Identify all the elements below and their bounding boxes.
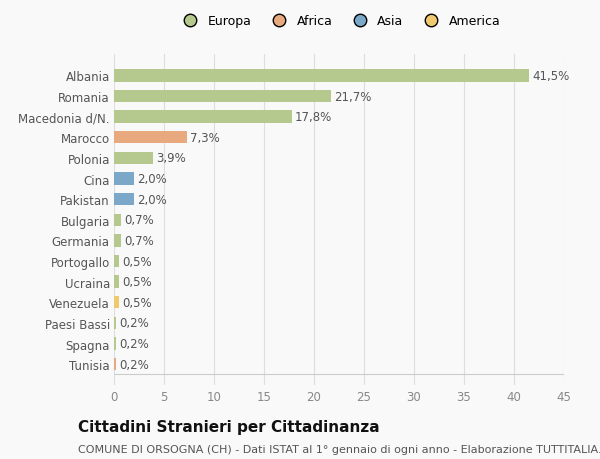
Text: 0,7%: 0,7%: [124, 235, 154, 247]
Bar: [114, 91, 331, 103]
Text: 21,7%: 21,7%: [334, 90, 371, 103]
Text: 0,5%: 0,5%: [122, 275, 152, 289]
Text: 2,0%: 2,0%: [137, 173, 167, 185]
Bar: [114, 235, 121, 247]
Text: 2,0%: 2,0%: [137, 193, 167, 206]
Bar: [114, 276, 119, 288]
Bar: [114, 255, 119, 268]
Text: 17,8%: 17,8%: [295, 111, 332, 124]
Bar: [114, 111, 292, 123]
Bar: [114, 214, 121, 226]
Text: 0,2%: 0,2%: [119, 317, 149, 330]
Text: 0,7%: 0,7%: [124, 214, 154, 227]
Bar: [114, 132, 187, 144]
Bar: [114, 338, 116, 350]
Bar: [114, 358, 116, 370]
Legend: Europa, Africa, Asia, America: Europa, Africa, Asia, America: [178, 15, 500, 28]
Text: 0,2%: 0,2%: [119, 358, 149, 371]
Bar: [114, 173, 134, 185]
Text: COMUNE DI ORSOGNA (CH) - Dati ISTAT al 1° gennaio di ogni anno - Elaborazione TU: COMUNE DI ORSOGNA (CH) - Dati ISTAT al 1…: [78, 444, 600, 454]
Bar: [114, 194, 134, 206]
Text: 3,9%: 3,9%: [156, 152, 186, 165]
Text: 0,5%: 0,5%: [122, 255, 152, 268]
Text: 0,2%: 0,2%: [119, 337, 149, 350]
Bar: [114, 152, 153, 165]
Text: 41,5%: 41,5%: [532, 70, 569, 83]
Text: Cittadini Stranieri per Cittadinanza: Cittadini Stranieri per Cittadinanza: [78, 419, 380, 434]
Text: 0,5%: 0,5%: [122, 296, 152, 309]
Bar: [114, 297, 119, 309]
Bar: [114, 317, 116, 330]
Bar: [114, 70, 529, 83]
Text: 7,3%: 7,3%: [190, 132, 220, 145]
